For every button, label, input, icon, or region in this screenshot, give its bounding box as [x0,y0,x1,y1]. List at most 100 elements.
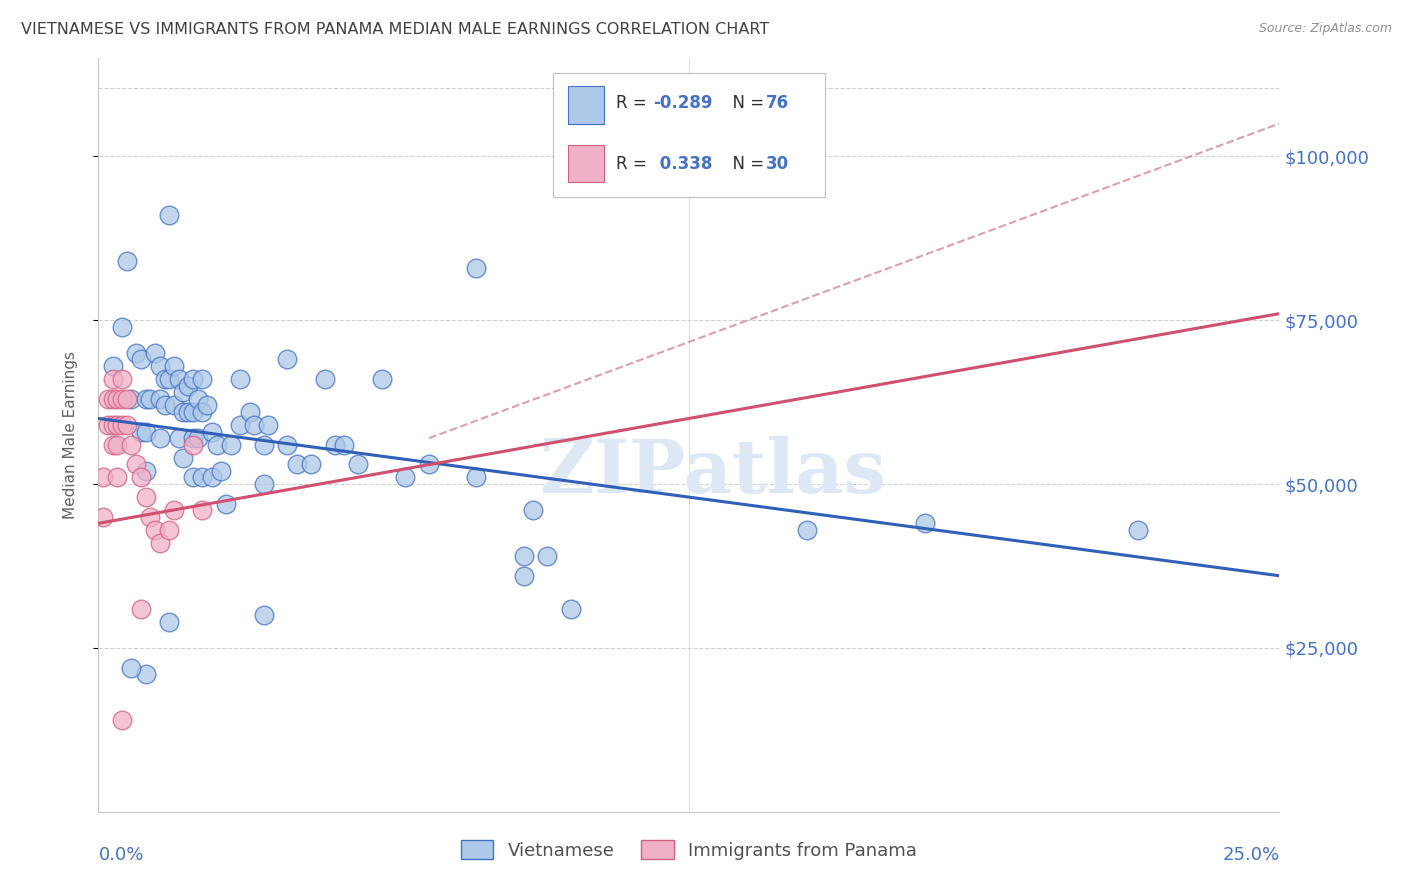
Point [314,372,336,386]
Text: 30: 30 [766,154,789,172]
Text: ZIPatlas: ZIPatlas [538,436,886,509]
Point [149,536,172,550]
Point [285,458,308,472]
Point [172,385,194,400]
Text: -0.289: -0.289 [654,95,713,112]
Point [101,438,124,452]
Point [115,392,138,406]
Point [243,417,266,432]
Point [105,438,128,452]
Point [105,470,128,484]
Point [163,359,186,373]
Point [101,392,124,406]
Point [139,509,162,524]
Point [91,470,114,484]
Point [512,568,534,582]
Point [115,417,138,432]
Legend: Vietnamese, Immigrants from Panama: Vietnamese, Immigrants from Panama [453,832,925,867]
Point [512,549,534,563]
Point [157,372,180,386]
Point [135,490,157,504]
Point [101,372,124,386]
Point [135,425,157,439]
Point [560,601,582,615]
Point [181,372,204,386]
Point [105,417,128,432]
Y-axis label: Median Male Earnings: Median Male Earnings [63,351,77,519]
Point [125,458,148,472]
Point [257,417,280,432]
Point [181,470,204,484]
Point [201,425,224,439]
Text: N =: N = [723,154,769,172]
Point [181,438,204,452]
Point [914,516,936,531]
Point [97,417,120,432]
Point [167,372,190,386]
Point [121,660,143,674]
Point [187,392,209,406]
Point [101,417,124,432]
Point [91,509,114,524]
Point [111,417,134,432]
Point [177,378,200,392]
Point [135,464,157,478]
Point [157,615,180,629]
Point [253,438,276,452]
Point [219,438,242,452]
Point [187,431,209,445]
Point [129,352,152,367]
Point [157,523,180,537]
Point [115,254,138,268]
FancyBboxPatch shape [568,86,605,124]
Point [153,398,176,412]
Point [276,438,298,452]
Point [522,503,544,517]
Text: R =: R = [616,154,652,172]
Point [135,392,157,406]
Point [135,667,157,681]
Point [111,713,134,727]
Point [111,319,134,334]
Point [121,392,143,406]
Point [323,438,346,452]
Text: 76: 76 [766,95,789,112]
Point [101,359,124,373]
Point [371,372,394,386]
Point [191,405,214,419]
Point [253,608,276,623]
Point [209,464,232,478]
Point [125,346,148,360]
Point [172,450,194,465]
Point [253,477,276,491]
Point [139,392,162,406]
Point [153,372,176,386]
Point [418,458,440,472]
Point [121,438,143,452]
Text: 0.0%: 0.0% [98,846,143,863]
Point [172,405,194,419]
Point [536,549,558,563]
Point [143,523,166,537]
Point [191,470,214,484]
Point [181,405,204,419]
Point [163,398,186,412]
Text: N =: N = [723,95,769,112]
Point [229,417,252,432]
Point [347,458,370,472]
Point [205,438,228,452]
Point [149,431,172,445]
Point [157,208,180,222]
Point [299,458,322,472]
Point [143,346,166,360]
Text: Source: ZipAtlas.com: Source: ZipAtlas.com [1258,22,1392,36]
Point [195,398,218,412]
Point [149,359,172,373]
Point [177,405,200,419]
Point [111,392,134,406]
Point [191,372,214,386]
FancyBboxPatch shape [553,73,825,197]
Text: 25.0%: 25.0% [1222,846,1279,863]
Point [105,392,128,406]
Point [394,470,416,484]
